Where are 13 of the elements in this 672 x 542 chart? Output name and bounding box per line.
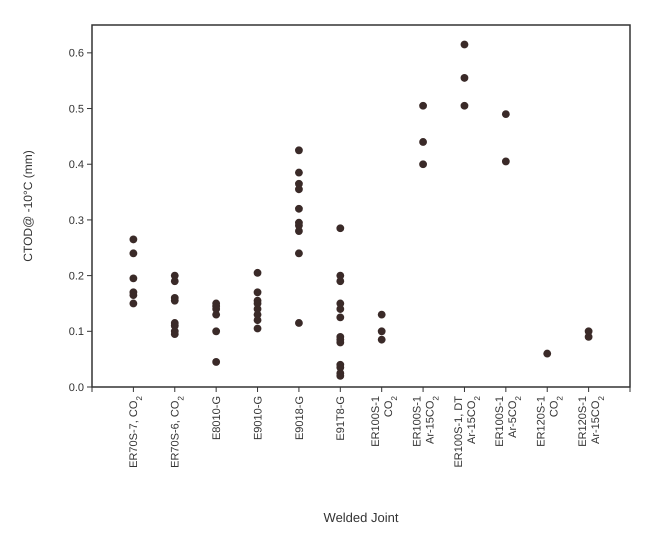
x-tick-label: E91T8-G <box>335 396 348 441</box>
y-tick-label: 0.4 <box>68 159 84 172</box>
x-tick-label: E9010-G <box>252 396 264 440</box>
x-tick-label: E8010-G <box>211 396 224 440</box>
y-tick-label: 0.5 <box>68 103 84 116</box>
y-tick-label: 0.3 <box>68 214 84 227</box>
x-tick-label: E9018-G <box>294 396 306 440</box>
x-axis-title: Welded Joint <box>324 510 399 525</box>
y-tick-label: 0.0 <box>68 382 84 394</box>
y-axis-title: CTOD@ -10°C (mm) <box>21 150 35 262</box>
y-tick-label: 0.6 <box>68 48 84 60</box>
y-tick-label: 0.1 <box>68 326 84 338</box>
y-tick-label: 0.2 <box>68 270 84 282</box>
